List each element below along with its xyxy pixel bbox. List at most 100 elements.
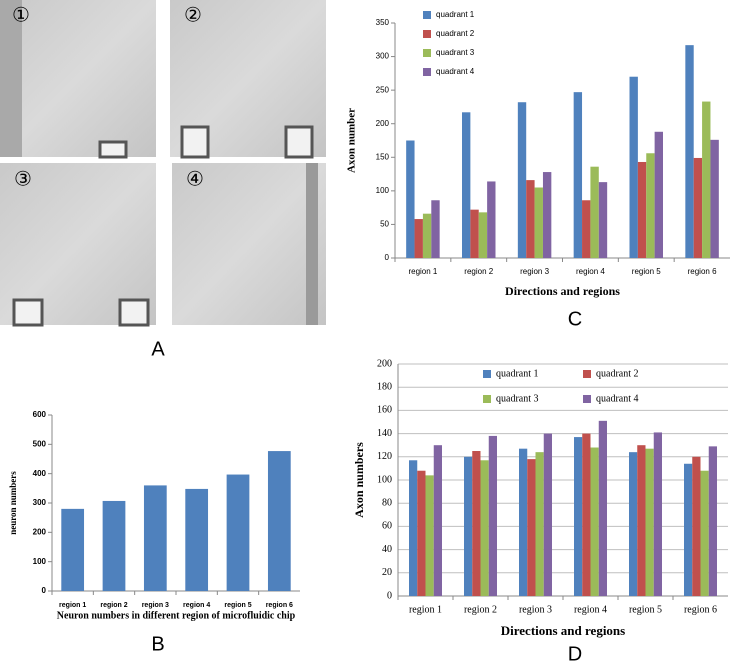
bar xyxy=(598,182,608,258)
bar xyxy=(702,101,711,258)
y-tick-label: 40 xyxy=(382,544,392,555)
x-tick-label: region 4 xyxy=(183,602,210,609)
bar xyxy=(143,485,167,591)
bar xyxy=(414,219,423,258)
legend-label: quadrant 4 xyxy=(596,393,639,404)
legend-swatch xyxy=(423,49,431,57)
x-tick-label: region 4 xyxy=(576,267,605,276)
micrographs: ① ② ③ ④ xyxy=(0,0,326,327)
legend-swatch xyxy=(483,370,491,378)
bar xyxy=(582,200,591,258)
bar xyxy=(542,172,552,258)
x-tick-label: region 3 xyxy=(520,267,549,276)
bar xyxy=(590,447,599,596)
bar xyxy=(685,45,694,259)
bar xyxy=(409,460,418,596)
x-tick-label: region 1 xyxy=(409,604,442,615)
legend-label: quadrant 4 xyxy=(436,67,475,76)
bar xyxy=(574,437,583,596)
legend-swatch xyxy=(483,395,491,403)
y-tick-label: 80 xyxy=(382,497,392,508)
bar xyxy=(464,456,473,596)
bar xyxy=(102,500,126,591)
x-tick-label: region 5 xyxy=(224,602,251,609)
bar xyxy=(406,140,415,258)
y-tick-label: 100 xyxy=(377,474,392,485)
bar xyxy=(267,451,291,591)
x-tick-label: region 5 xyxy=(629,604,662,615)
bar xyxy=(573,92,583,259)
bar xyxy=(654,131,663,258)
legend-label: quadrant 3 xyxy=(436,48,475,57)
y-axis-label: Axon numbers xyxy=(352,442,366,518)
y-tick-label: 150 xyxy=(376,152,390,161)
y-tick-label: 120 xyxy=(377,451,392,462)
y-tick-label: 100 xyxy=(33,557,47,566)
channel xyxy=(98,140,128,159)
bar xyxy=(478,212,488,258)
bar xyxy=(708,446,717,596)
channel xyxy=(180,125,210,159)
bar xyxy=(646,153,655,258)
bar xyxy=(700,470,709,596)
bar xyxy=(653,432,662,596)
y-tick-label: 300 xyxy=(376,52,390,61)
micrograph xyxy=(172,163,326,325)
y-tick-label: 400 xyxy=(33,469,47,478)
bar xyxy=(417,470,426,596)
bar xyxy=(535,452,544,596)
y-tick-label: 180 xyxy=(377,381,392,392)
channel xyxy=(118,298,150,327)
x-tick-label: region 2 xyxy=(464,267,493,276)
x-tick-label: region 2 xyxy=(100,602,127,609)
channel xyxy=(284,125,314,159)
bar xyxy=(693,157,703,258)
bar xyxy=(431,200,440,258)
y-tick-label: 50 xyxy=(380,220,389,229)
image-label: ④ xyxy=(186,168,204,190)
channel xyxy=(12,298,44,327)
x-axis-label: Neuron numbers in different region of mi… xyxy=(57,610,296,621)
x-axis-label: Directions and regions xyxy=(501,623,625,638)
legend-swatch xyxy=(423,30,431,38)
y-tick-label: 350 xyxy=(376,18,390,27)
y-axis-label: Axon number xyxy=(346,108,358,173)
panel-label: B xyxy=(151,633,164,655)
y-tick-label: 0 xyxy=(387,590,392,601)
y-tick-label: 0 xyxy=(385,253,390,262)
y-tick-label: 300 xyxy=(33,498,47,507)
x-tick-label: region 6 xyxy=(266,602,293,609)
x-tick-label: region 3 xyxy=(142,602,169,609)
y-tick-label: 200 xyxy=(33,527,47,536)
x-axis-label: Directions and regions xyxy=(505,284,620,298)
bar xyxy=(487,181,496,258)
legend-swatch xyxy=(423,68,431,76)
legend-swatch xyxy=(583,395,591,403)
legend-label: quadrant 2 xyxy=(596,368,639,379)
bar xyxy=(684,463,693,596)
bar xyxy=(710,139,719,258)
bar xyxy=(433,445,442,596)
y-tick-label: 500 xyxy=(33,439,47,448)
bar xyxy=(590,166,599,258)
y-tick-label: 60 xyxy=(382,521,392,532)
bar xyxy=(598,420,607,596)
bar xyxy=(637,445,646,596)
bar xyxy=(470,209,479,258)
x-tick-label: region 6 xyxy=(684,604,717,615)
bar xyxy=(519,448,528,596)
bar xyxy=(534,187,543,258)
x-tick-label: region 1 xyxy=(59,602,86,609)
micrograph xyxy=(0,0,156,157)
legend-swatch xyxy=(423,11,431,19)
image-label: ① xyxy=(12,4,30,26)
bar xyxy=(61,508,85,591)
y-tick-label: 600 xyxy=(33,410,47,419)
bar xyxy=(527,459,536,596)
legend-label: quadrant 3 xyxy=(496,393,539,404)
bar xyxy=(472,451,481,596)
y-tick-label: 250 xyxy=(376,85,390,94)
bar xyxy=(645,448,654,596)
legend-label: quadrant 1 xyxy=(436,10,475,19)
